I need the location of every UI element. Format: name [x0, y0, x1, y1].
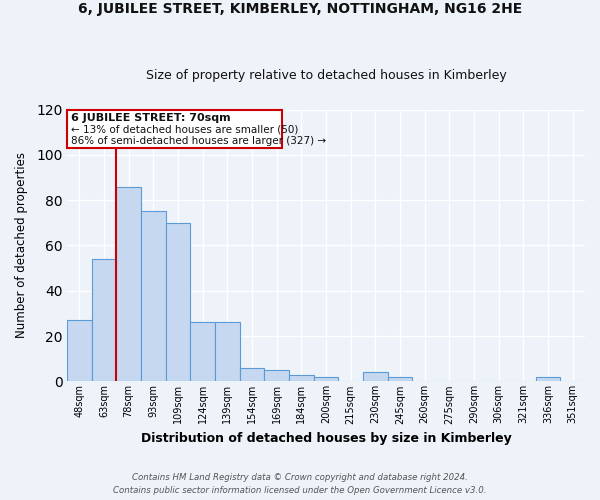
Bar [166, 223, 190, 382]
Text: Contains HM Land Registry data © Crown copyright and database right 2024.
Contai: Contains HM Land Registry data © Crown c… [113, 474, 487, 495]
Bar [67, 320, 92, 382]
Y-axis label: Number of detached properties: Number of detached properties [15, 152, 28, 338]
Text: ← 13% of detached houses are smaller (50): ← 13% of detached houses are smaller (50… [71, 124, 298, 134]
Bar [289, 374, 314, 382]
Text: 86% of semi-detached houses are larger (327) →: 86% of semi-detached houses are larger (… [71, 136, 326, 145]
Text: 6 JUBILEE STREET: 70sqm: 6 JUBILEE STREET: 70sqm [71, 113, 230, 123]
Bar [92, 259, 116, 382]
X-axis label: Distribution of detached houses by size in Kimberley: Distribution of detached houses by size … [140, 432, 511, 445]
Bar [264, 370, 289, 382]
Bar [388, 377, 412, 382]
Title: Size of property relative to detached houses in Kimberley: Size of property relative to detached ho… [146, 69, 506, 82]
Bar [536, 377, 560, 382]
Bar [239, 368, 264, 382]
Bar [215, 322, 239, 382]
Text: 6, JUBILEE STREET, KIMBERLEY, NOTTINGHAM, NG16 2HE: 6, JUBILEE STREET, KIMBERLEY, NOTTINGHAM… [78, 2, 522, 16]
Bar [314, 377, 338, 382]
Bar [141, 212, 166, 382]
Bar [116, 186, 141, 382]
Bar [190, 322, 215, 382]
FancyBboxPatch shape [67, 110, 281, 148]
Bar [363, 372, 388, 382]
